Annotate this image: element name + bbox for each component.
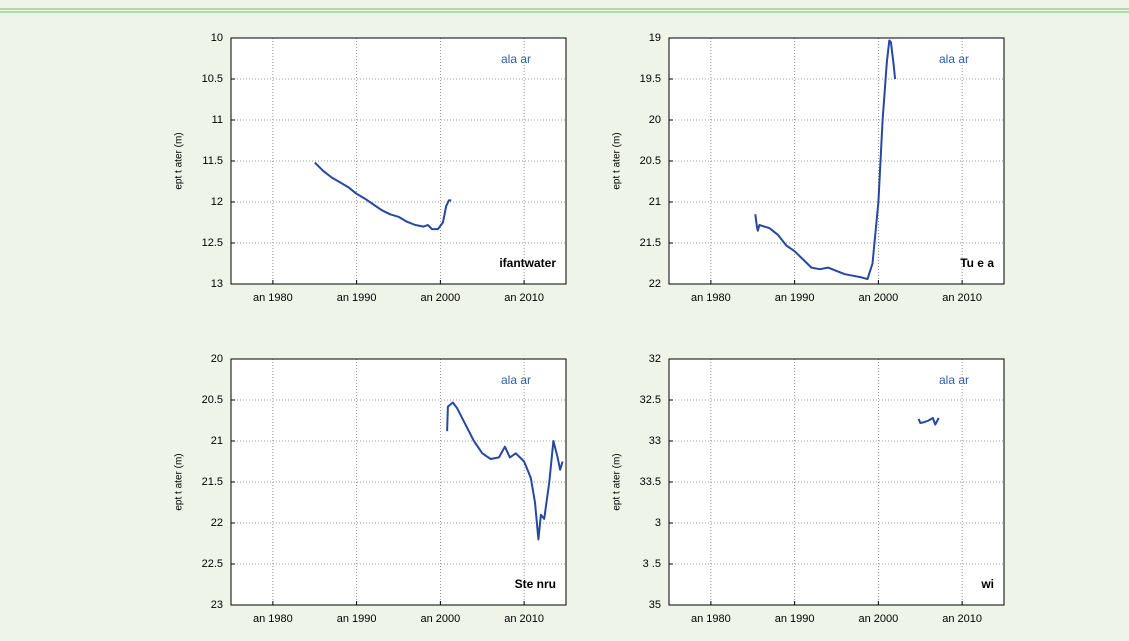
data-line xyxy=(917,417,940,426)
x-tick-label: an 1990 xyxy=(775,292,815,304)
y-tick-label: 21.5 xyxy=(202,476,223,488)
data-line xyxy=(446,401,564,541)
plot-frame xyxy=(668,358,1005,606)
y-axis-label: ept t ater (m) xyxy=(174,132,185,189)
x-tick-label: an 2010 xyxy=(942,292,982,304)
data-line xyxy=(314,161,452,231)
y-tick-label: 21 xyxy=(211,435,223,447)
y-tick-label: 10 xyxy=(211,32,223,44)
y-tick-label: 20 xyxy=(211,353,223,365)
annotation: ala ar xyxy=(501,373,531,387)
y-tick-label: 22 xyxy=(211,517,223,529)
plot-area xyxy=(231,38,566,284)
x-tick-label: an 1990 xyxy=(775,613,815,625)
x-tick-label: an 1980 xyxy=(253,613,293,625)
y-tick-label: 19 xyxy=(649,32,661,44)
x-tick-label: an 1990 xyxy=(337,613,377,625)
annotation: ala ar xyxy=(939,52,969,66)
y-tick-label: 10.5 xyxy=(202,73,223,85)
x-tick-label: an 1980 xyxy=(253,292,293,304)
x-tick-label: an 2000 xyxy=(858,613,898,625)
y-tick-label: 20.5 xyxy=(202,394,223,406)
annotation: ala ar xyxy=(501,52,531,66)
y-tick-label: 32.5 xyxy=(640,394,661,406)
x-tick-label: an 2000 xyxy=(420,292,460,304)
station-name: wi xyxy=(980,577,994,591)
y-tick-label: 21 xyxy=(649,196,661,208)
x-tick-label: an 1980 xyxy=(691,613,731,625)
y-tick-label: 3 xyxy=(655,517,661,529)
y-tick-label: 11 xyxy=(212,114,223,126)
x-tick-label: an 2000 xyxy=(420,613,460,625)
y-tick-label: 12.5 xyxy=(202,237,223,249)
x-tick-label: an 2010 xyxy=(504,292,544,304)
y-tick-label: 23 xyxy=(211,599,223,611)
x-tick-label: an 2010 xyxy=(504,613,544,625)
plot-area xyxy=(669,359,1004,605)
y-tick-label: 22 xyxy=(649,278,661,290)
plot-area xyxy=(231,359,566,605)
y-tick-label: 3 .5 xyxy=(643,558,661,570)
y-axis-label: ept t ater (m) xyxy=(174,453,185,510)
y-axis-label: ept t ater (m) xyxy=(612,453,623,510)
annotation: ala ar xyxy=(939,373,969,387)
x-tick-label: an 2010 xyxy=(942,613,982,625)
y-tick-label: 11.5 xyxy=(202,155,223,167)
x-tick-label: an 2000 xyxy=(858,292,898,304)
x-tick-label: an 1980 xyxy=(691,292,731,304)
y-tick-label: 33 xyxy=(649,435,661,447)
x-tick-label: an 1990 xyxy=(337,292,377,304)
station-name: Ste nru xyxy=(515,577,556,591)
data-line xyxy=(754,39,897,281)
plot-frame xyxy=(230,37,567,285)
y-tick-label: 35 xyxy=(649,599,661,611)
y-tick-label: 21.5 xyxy=(640,237,661,249)
y-tick-label: 19.5 xyxy=(640,73,661,85)
y-tick-label: 20.5 xyxy=(640,155,661,167)
y-tick-label: 13 xyxy=(211,278,223,290)
y-tick-label: 12 xyxy=(211,196,223,208)
y-tick-label: 22.5 xyxy=(202,558,223,570)
plot-area xyxy=(669,38,1004,284)
y-tick-label: 20 xyxy=(649,114,661,126)
plot-frame xyxy=(230,358,567,606)
y-tick-label: 32 xyxy=(649,353,661,365)
plot-frame xyxy=(668,37,1005,285)
station-name: Tu e a xyxy=(960,256,994,270)
station-name: ifantwater xyxy=(499,256,556,270)
y-tick-label: 33.5 xyxy=(640,476,661,488)
y-axis-label: ept t ater (m) xyxy=(612,132,623,189)
